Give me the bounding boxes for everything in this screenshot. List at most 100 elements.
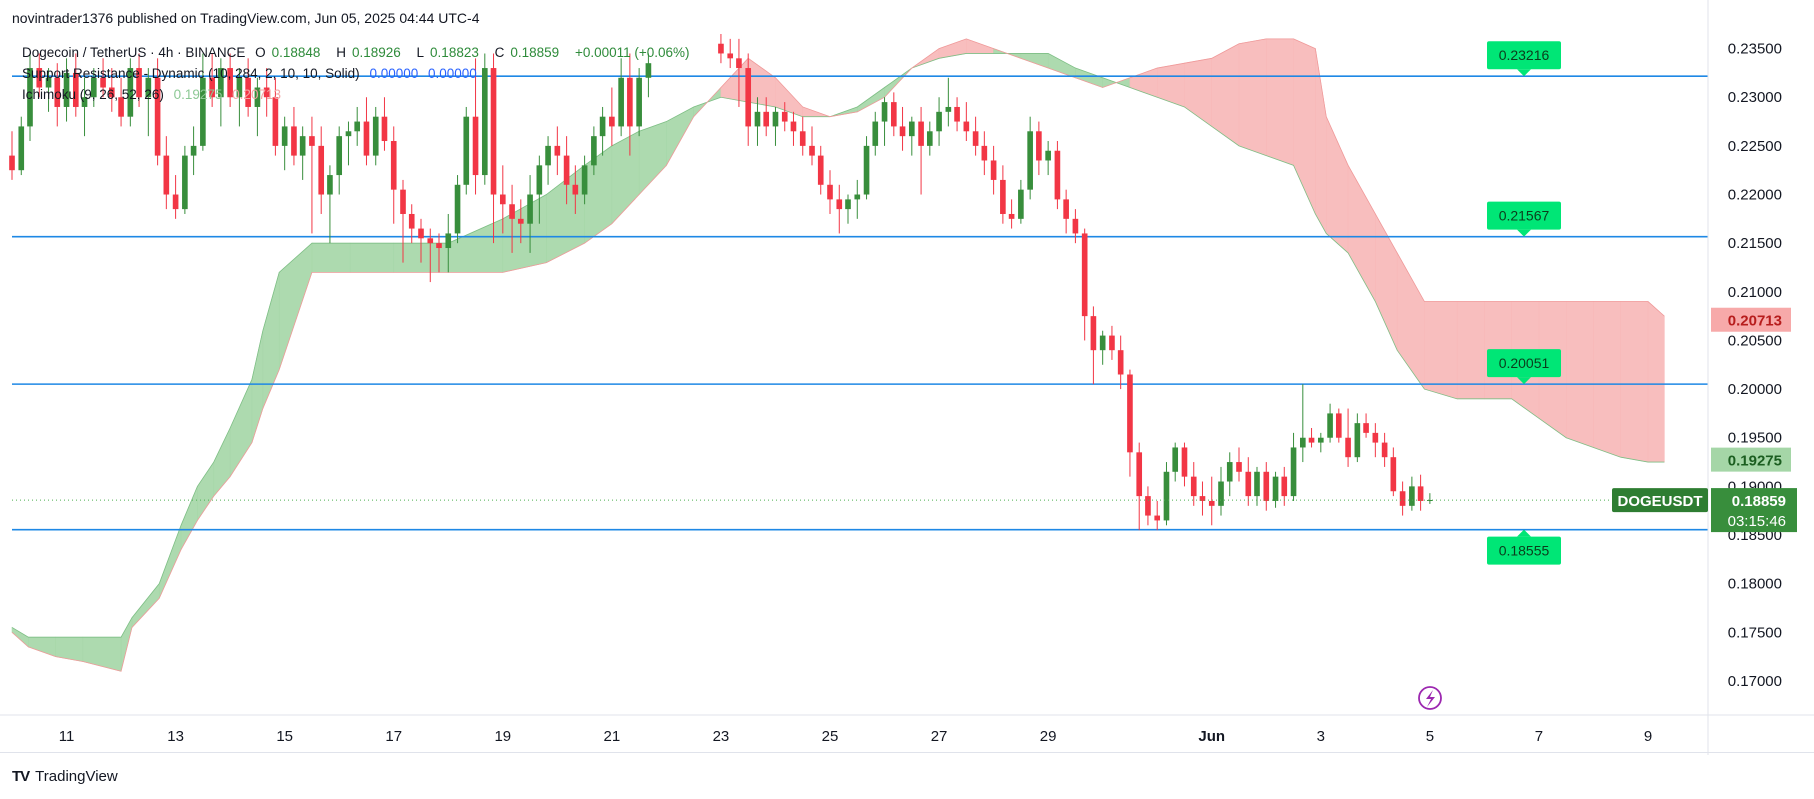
cloud-segment — [1238, 38, 1267, 157]
cloud-segment — [1293, 38, 1316, 215]
candle-body — [645, 63, 652, 78]
candle-down — [136, 53, 142, 107]
symbol-badge — [1612, 488, 1708, 513]
sr-label-box — [1487, 41, 1561, 70]
candle-up — [1254, 466, 1260, 506]
candle-body — [408, 213, 415, 229]
cloud-segment — [1325, 116, 1349, 254]
tradingview-logo[interactable]: TV TradingView — [12, 768, 118, 785]
time-tick-label: 15 — [276, 728, 293, 745]
candle-body — [1054, 150, 1061, 200]
legend-ichimoku-value-1: 0.19275 — [173, 87, 223, 102]
sr-label-text: 0.18555 — [1499, 543, 1550, 559]
candle-body — [636, 77, 642, 127]
candle-down — [572, 165, 579, 214]
legend-ichimoku-value-2: 0.20713 — [232, 87, 281, 102]
candle-up — [845, 194, 851, 224]
candle-body — [27, 68, 33, 127]
candle-up — [299, 126, 306, 180]
price-tick-label: 0.23000 — [1728, 89, 1782, 106]
candle-body — [1281, 476, 1288, 497]
candle-body — [1272, 476, 1279, 501]
candle-body — [990, 160, 997, 180]
candle-body — [227, 68, 233, 98]
time-tick-label: 13 — [167, 728, 184, 745]
candle-down — [54, 63, 61, 127]
candle-up — [190, 126, 197, 176]
candle-body — [163, 155, 170, 195]
last-price-text: 0.18859 — [1732, 493, 1786, 510]
candle-up — [90, 68, 97, 107]
candle-body — [981, 145, 988, 161]
candle-up — [1327, 403, 1333, 443]
price-tick-label: 0.18000 — [1728, 576, 1782, 593]
candle-up — [45, 68, 52, 112]
candle-body — [1081, 233, 1088, 317]
candle-up — [599, 106, 606, 156]
candle-down — [1208, 476, 1215, 526]
cloud-segment — [747, 57, 776, 108]
price-axis-labels: 0.20713 0.19275 DOGEUSDT 0.18859 03:15:46 — [1612, 307, 1797, 533]
candle-body — [445, 233, 452, 249]
candle-down — [1199, 481, 1206, 516]
candle-down — [400, 179, 406, 263]
candle-down — [609, 87, 615, 146]
cloud-segment — [1396, 251, 1425, 391]
candle-body — [345, 131, 352, 137]
price-axis-label-text: 0.19275 — [1728, 453, 1782, 470]
candle-body — [536, 165, 543, 195]
candle-body — [627, 77, 633, 127]
legend-sr-name[interactable]: Support Resistance - Dynamic (10, 284, 2… — [22, 66, 360, 81]
price-axis-label: 0.19275 — [1711, 447, 1791, 472]
candle-up — [454, 175, 461, 244]
candle-body — [1190, 476, 1197, 497]
candle-up — [772, 106, 779, 146]
candle-down — [472, 58, 479, 195]
candle-body — [1099, 335, 1106, 351]
candle-body — [1045, 150, 1051, 161]
lightning-icon[interactable] — [1418, 686, 1442, 710]
legend-symbol[interactable]: Dogecoin / TetherUS · 4h · BINANCE — [22, 45, 246, 60]
cloud-segment — [611, 130, 640, 225]
candle-up — [591, 126, 597, 176]
candle-down — [1345, 408, 1351, 467]
candle-body — [218, 68, 224, 98]
candle-body — [1008, 213, 1015, 219]
sr-label-pointer — [1517, 529, 1531, 537]
candle-body — [9, 155, 15, 171]
candle-body — [618, 77, 624, 127]
candle-down — [408, 204, 415, 244]
price-tick-label: 0.22500 — [1728, 138, 1782, 155]
legend-ichimoku-name[interactable]: Ichimoku (9, 26, 52, 26) — [22, 87, 164, 102]
candle-body — [182, 155, 188, 210]
time-tick-label: 23 — [713, 728, 730, 745]
candle-down — [627, 53, 633, 156]
cloud-segment — [584, 145, 613, 244]
cloud-segment — [1211, 43, 1240, 147]
candle-up — [926, 121, 933, 156]
candle-up — [618, 58, 624, 137]
candle-down — [1154, 500, 1161, 531]
candle-body — [263, 87, 270, 98]
candle-up — [1354, 413, 1361, 463]
countdown-text: 03:15:46 — [1728, 513, 1786, 530]
legend-sr-row[interactable]: Support Resistance - Dynamic (10, 284, 2… — [22, 66, 483, 81]
candle-body — [418, 228, 424, 239]
candle-down — [972, 116, 979, 156]
legend-close-value: 0.18859 — [510, 45, 560, 60]
candle-down — [827, 170, 833, 214]
candle-body — [1263, 471, 1270, 501]
candle-up — [1172, 442, 1179, 482]
candle-body — [72, 72, 79, 107]
candle-body — [63, 72, 70, 107]
candle-down — [727, 38, 734, 69]
candle-up — [481, 53, 488, 185]
candle-body — [591, 136, 597, 166]
candle-body — [963, 121, 970, 132]
candle-body — [736, 58, 742, 69]
candle-down — [954, 97, 960, 132]
candle-up — [336, 126, 343, 195]
legend-ichimoku-row[interactable]: Ichimoku (9, 26, 52, 26) 0.19275 0.20713 — [22, 87, 287, 102]
cloud-segment — [11, 626, 29, 648]
